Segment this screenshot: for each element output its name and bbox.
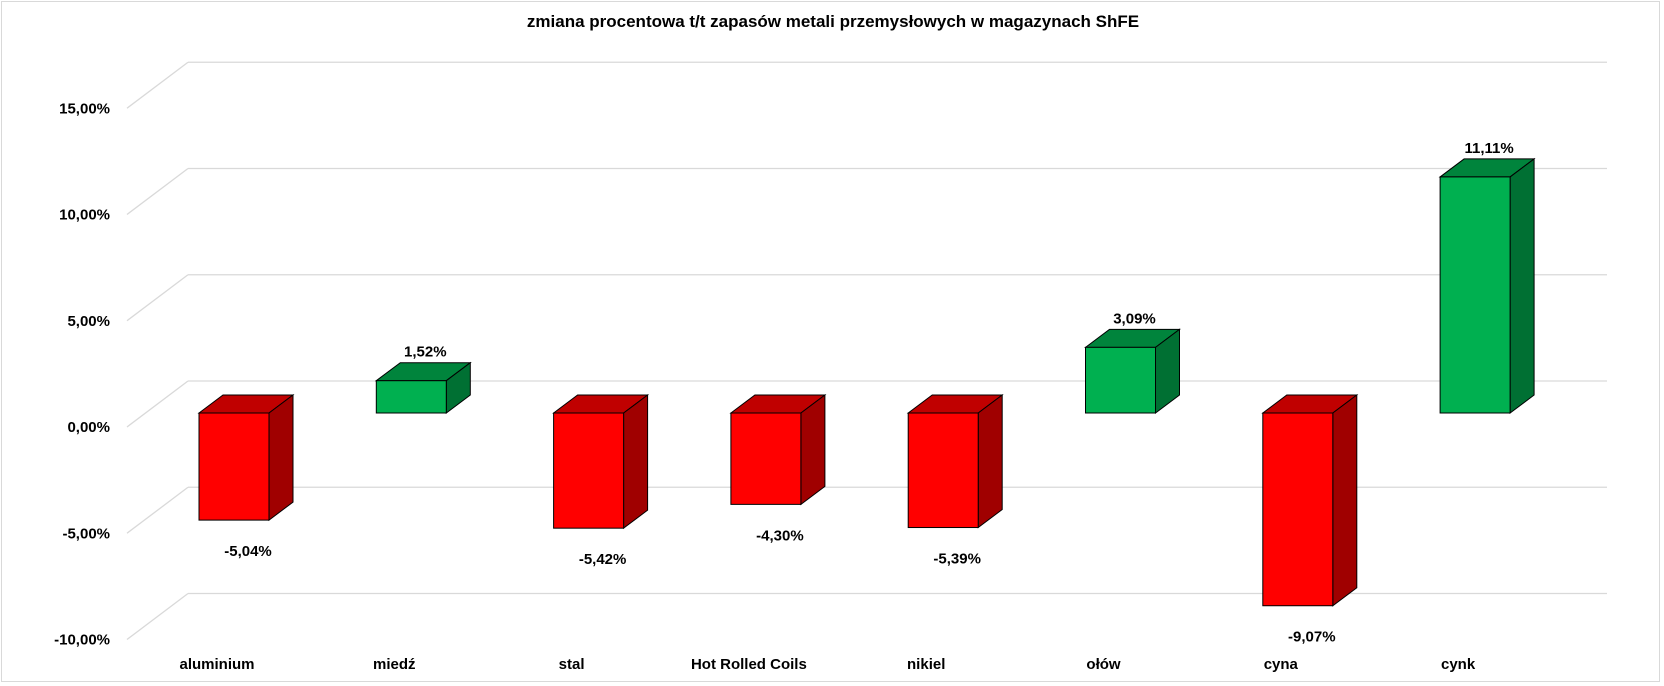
bar-front-face bbox=[1085, 346, 1156, 414]
y-tick-label: 5,00% bbox=[67, 313, 110, 330]
bar-side-face bbox=[623, 394, 649, 530]
gridline-depth bbox=[126, 486, 189, 534]
gridline-depth bbox=[126, 380, 189, 428]
data-label: -5,39% bbox=[933, 551, 981, 568]
y-tick-label: -5,00% bbox=[62, 525, 110, 542]
data-label: -5,42% bbox=[579, 551, 627, 568]
bar-front-face bbox=[730, 412, 802, 505]
gridline-depth bbox=[126, 274, 189, 322]
x-tick-label: ołów bbox=[1086, 656, 1120, 673]
bar-aluminium bbox=[197, 394, 295, 522]
bar-side-face bbox=[268, 394, 294, 522]
x-tick-label: stal bbox=[559, 656, 585, 673]
bar-Hot Rolled Coils bbox=[729, 394, 827, 506]
bar-front-face bbox=[1439, 176, 1511, 414]
gridline-depth bbox=[126, 167, 189, 216]
bar-miedź bbox=[374, 361, 472, 414]
x-tick-label: Hot Rolled Coils bbox=[691, 656, 807, 673]
data-label: 1,52% bbox=[404, 344, 447, 361]
bar-front-face bbox=[1262, 412, 1334, 607]
y-tick-label: 0,00% bbox=[67, 419, 110, 436]
data-label: 11,11% bbox=[1464, 140, 1513, 157]
x-tick-label: aluminium bbox=[179, 656, 254, 673]
y-tick-label: -10,00% bbox=[54, 632, 110, 649]
x-tick-label: cyna bbox=[1264, 656, 1299, 673]
bar-nikiel bbox=[906, 394, 1004, 529]
bar-cyna bbox=[1261, 394, 1359, 607]
gridline-depth bbox=[126, 61, 189, 109]
bar-side-face bbox=[1332, 394, 1358, 607]
bar-front-face bbox=[907, 412, 979, 529]
bar-ołów bbox=[1084, 328, 1181, 414]
bar-cynk bbox=[1438, 157, 1536, 414]
x-tick-label: cynk bbox=[1441, 656, 1476, 673]
x-tick-label: nikiel bbox=[907, 656, 945, 673]
bar-front-face bbox=[553, 412, 625, 529]
gridline-depth bbox=[126, 592, 189, 641]
bar-side-face bbox=[977, 394, 1003, 529]
data-label: -5,04% bbox=[224, 543, 272, 560]
y-tick-label: 10,00% bbox=[59, 207, 110, 224]
data-label: 3,09% bbox=[1113, 310, 1156, 327]
bar-front-face bbox=[198, 412, 270, 521]
bar-front-face bbox=[375, 380, 447, 414]
bar-stal bbox=[552, 394, 650, 530]
bar-side-face bbox=[800, 394, 826, 506]
chart-title: zmiana procentowa t/t zapasów metali prz… bbox=[527, 12, 1139, 31]
bar-side-face bbox=[1509, 157, 1535, 414]
x-tick-label: miedź bbox=[373, 656, 416, 673]
y-tick-label: 15,00% bbox=[59, 100, 110, 117]
data-label: -9,07% bbox=[1288, 629, 1336, 646]
data-label: -4,30% bbox=[756, 527, 804, 544]
